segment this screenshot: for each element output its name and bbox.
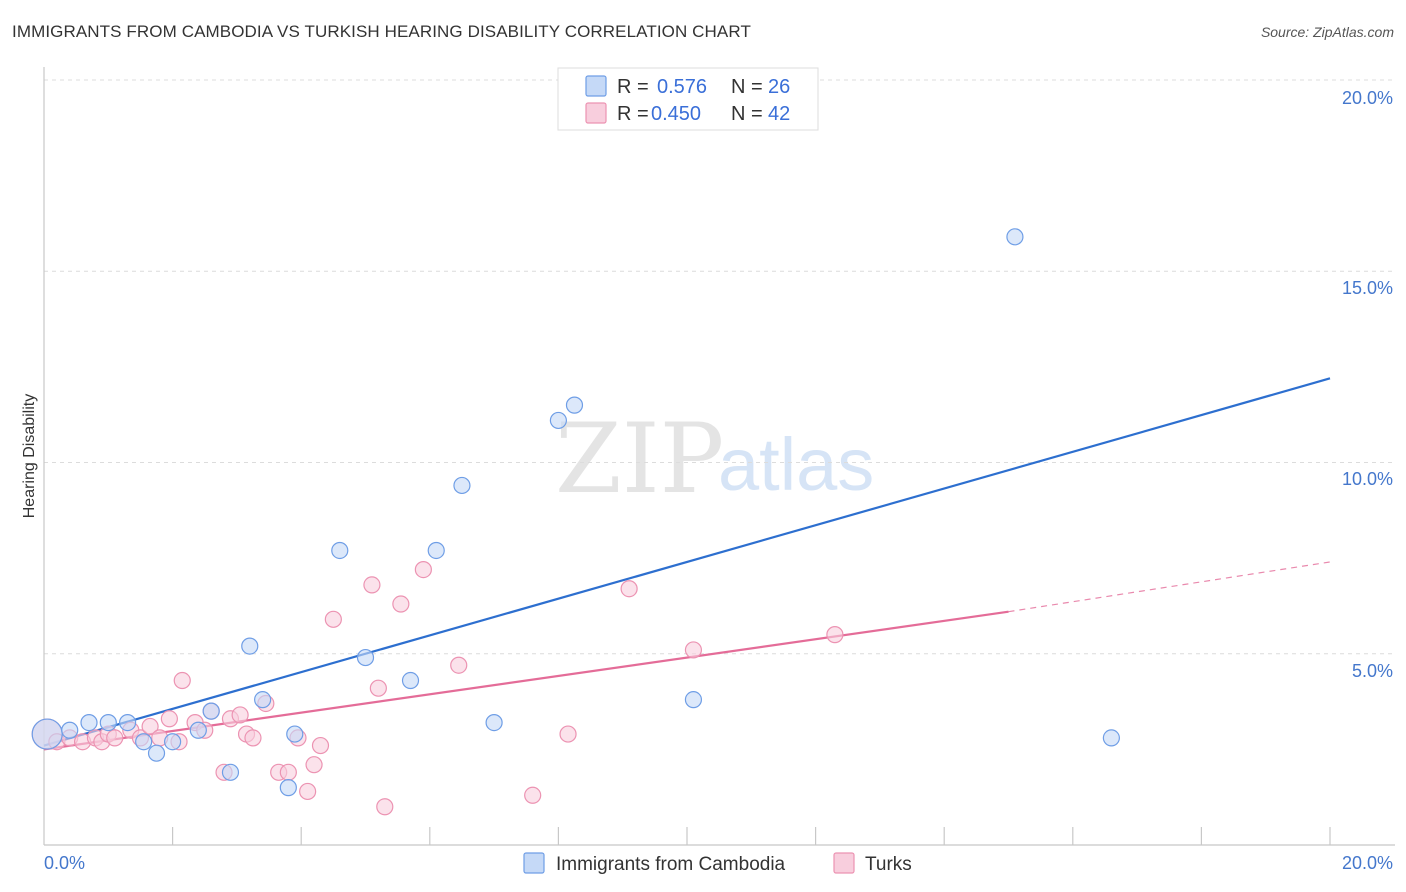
cambodia-point (221, 763, 240, 781)
legend-swatch-cambodia (585, 75, 607, 97)
cambodia-point (565, 396, 584, 414)
stats-legend: R = 0.576 N = 26 R = 0.450 N = 42 (557, 67, 819, 131)
series-legend-label-turks: Turks (865, 854, 912, 875)
legend-swatch-turks (585, 102, 607, 124)
y-axis-label: Hearing Disability (21, 394, 38, 519)
y-tick-label-20: 20.0% (1342, 88, 1393, 108)
cambodia-point (80, 713, 98, 732)
series-legend-swatch-turks (833, 852, 855, 874)
turks-point (279, 763, 297, 781)
cambodia-point (453, 476, 471, 495)
turks-point (244, 729, 262, 747)
turks-point (141, 717, 159, 736)
legend-n-label-turks: N = (731, 103, 763, 125)
cambodia-point (254, 691, 272, 709)
x-tick-label-20: 20.0% (1342, 853, 1393, 873)
cambodia-point (164, 733, 182, 751)
turks-point (311, 736, 330, 755)
legend-n-value-turks: 42 (768, 103, 790, 125)
turks-point (684, 641, 703, 659)
cambodia-point (61, 721, 79, 739)
watermark: ZIP atlas (555, 403, 874, 515)
legend-n-value-cambodia: 26 (768, 76, 790, 98)
legend-r-value-turks: 0.450 (651, 103, 701, 125)
cambodia-point (684, 691, 703, 709)
series-legend: Immigrants from Cambodia Turks (523, 852, 912, 875)
cambodia-point (401, 671, 420, 690)
chart-title: IMMIGRANTS FROM CAMBODIA VS TURKISH HEAR… (12, 22, 751, 41)
cambodia-point (31, 718, 63, 750)
legend-r-label-turks: R = (617, 103, 649, 125)
turks-point (392, 595, 410, 613)
turks-point (826, 626, 844, 644)
turks-point (305, 756, 323, 774)
cambodia-point (189, 721, 207, 739)
turks-trendline-extension (1008, 561, 1331, 613)
cambodia-point (549, 411, 568, 430)
turks-point (173, 671, 191, 690)
y-tick-label-15: 15.0% (1342, 278, 1393, 298)
y-tick-label-5: 5.0% (1352, 661, 1393, 681)
cambodia-point (331, 541, 349, 560)
turks-point (369, 679, 387, 697)
cambodia-point (241, 637, 259, 655)
turks-point (376, 798, 394, 816)
cambodia-trendline (43, 377, 1331, 747)
legend-n-label-cambodia: N = (731, 76, 763, 98)
x-axis-ticks (172, 827, 1331, 845)
turks-point (559, 725, 577, 743)
cambodia-point (1102, 729, 1120, 747)
turks-point (231, 706, 249, 724)
turks-point (324, 610, 342, 628)
cambodia-point (135, 733, 153, 751)
legend-r-label-cambodia: R = (617, 76, 649, 98)
y-tick-label-10: 10.0% (1342, 469, 1393, 489)
series-legend-swatch-cambodia (523, 852, 545, 874)
turks-point (524, 786, 542, 804)
x-tick-label-0: 0.0% (44, 853, 85, 873)
turks-point (450, 656, 468, 674)
cambodia-point (99, 713, 117, 732)
source-credit: Source: ZipAtlas.com (1260, 24, 1394, 40)
watermark-atlas: atlas (718, 423, 874, 506)
cambodia-point (1006, 228, 1024, 246)
cambodia-point (485, 713, 503, 732)
cambodia-point (118, 713, 137, 732)
cambodia-point (279, 779, 297, 797)
cambodia-point (286, 725, 304, 743)
data-points (31, 228, 1120, 816)
turks-point (414, 560, 432, 579)
cambodia-point (427, 541, 445, 560)
grid (44, 79, 1395, 655)
turks-point (106, 729, 124, 747)
cambodia-point (147, 744, 166, 762)
series-legend-label-cambodia: Immigrants from Cambodia (556, 854, 786, 875)
turks-point (160, 710, 178, 728)
turks-point (620, 580, 638, 598)
cambodia-point (202, 702, 220, 720)
cambodia-point (356, 648, 375, 667)
watermark-zip: ZIP (555, 403, 724, 515)
turks-point (363, 576, 381, 594)
legend-r-value-cambodia: 0.576 (657, 76, 707, 98)
turks-point (299, 782, 317, 801)
